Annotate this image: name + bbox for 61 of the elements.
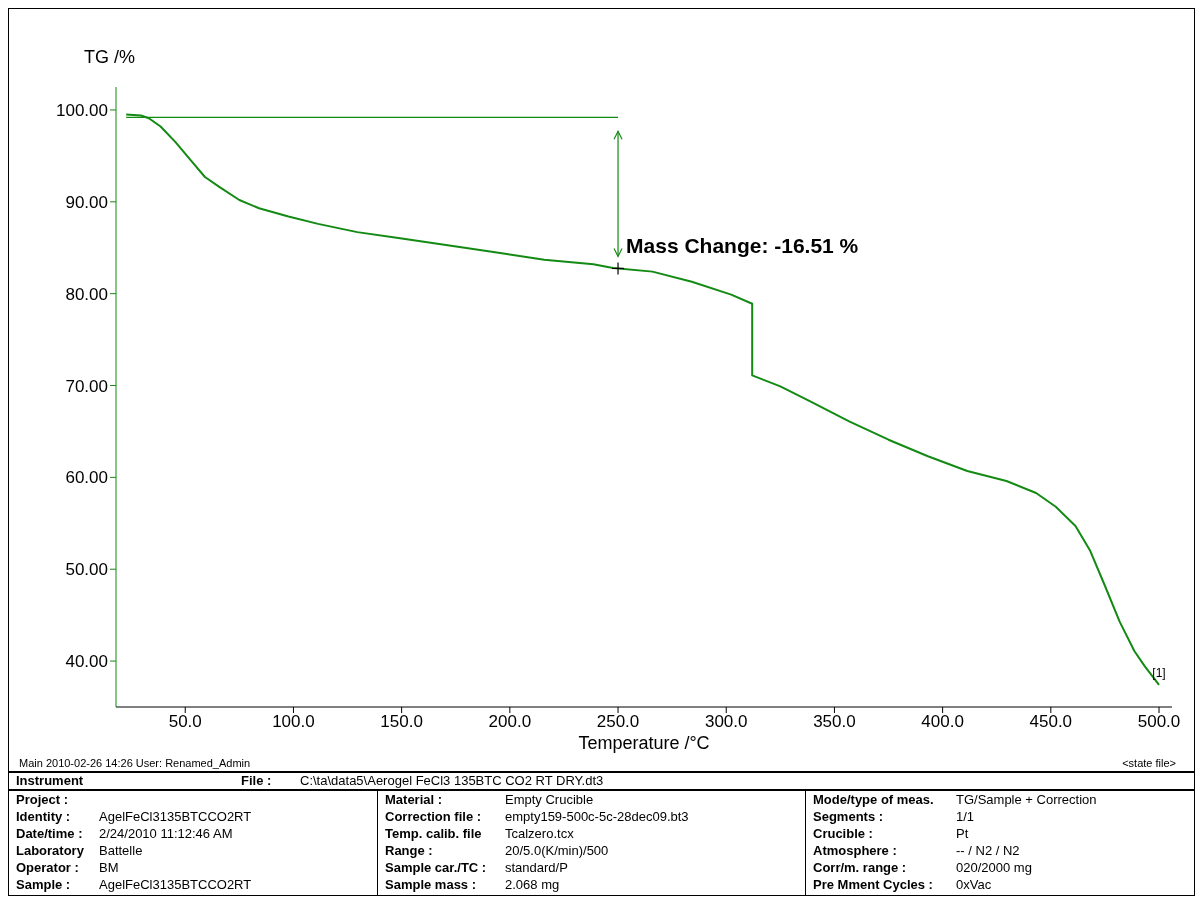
text: Pt <box>956 826 969 841</box>
text: C:\ta\data5\Aerogel FeCl3 135BTC CO2 RT DRY.dt3 <box>300 773 604 788</box>
y-tick-label: 60.00 <box>65 468 108 488</box>
y-tick-label: 50.00 <box>65 560 108 580</box>
text: <state file> <box>1122 757 1176 769</box>
text: Date/time : <box>16 826 83 841</box>
x-tick-label: 150.0 <box>380 712 423 732</box>
text: 0xVac <box>956 877 992 892</box>
text: File : <box>241 773 272 788</box>
text: Range : <box>385 843 433 858</box>
text: 1/1 <box>956 809 975 824</box>
x-tick-label: 300.0 <box>704 712 748 732</box>
text: Mode/type of meas. <box>813 792 934 807</box>
annotation: [1] <box>1152 665 1166 680</box>
x-tick-label: 350.0 <box>813 712 856 732</box>
text: Temp. calib. file <box>385 826 482 841</box>
x-tick-label: 100.0 <box>272 712 315 732</box>
text: Battelle <box>99 843 143 858</box>
text: 020/2000 mg <box>956 860 1032 875</box>
text: Tcalzero.tcx <box>505 826 574 841</box>
text: Correction file : <box>385 809 482 824</box>
text: Sample mass : <box>385 877 477 892</box>
y-tick-label: 70.00 <box>65 376 108 396</box>
x-axis-title: Temperature /°C <box>578 733 710 753</box>
text: Laboratory <box>16 843 84 858</box>
y-axis-title: TG /% <box>84 47 136 68</box>
text: 20/5.0(K/min)/500 <box>505 843 609 858</box>
y-tick-label: 80.00 <box>65 284 108 304</box>
text: BM <box>99 860 119 875</box>
text: Empty Crucible <box>505 792 594 807</box>
text: Instrument <box>16 773 84 788</box>
text: Operator : <box>16 860 79 875</box>
x-tick-label: 500.0 <box>1137 712 1181 732</box>
text: Crucible : <box>813 826 873 841</box>
x-tick-label: 400.0 <box>921 712 964 732</box>
text: 2/24/2010 11:12:46 AM <box>99 826 233 841</box>
text: -- / N2 / N2 <box>956 843 1020 858</box>
x-tick-label: 450.0 <box>1029 712 1073 732</box>
text: Sample car./TC : <box>385 860 487 875</box>
text: standard/P <box>505 860 568 875</box>
text: AgelFeCl3135BTCCO2RT <box>99 877 252 892</box>
x-tick-label: 200.0 <box>488 712 532 732</box>
text: Sample : <box>16 877 71 892</box>
annotation: Mass Change: -16.51 % <box>626 233 859 257</box>
text: Identity : <box>16 809 71 824</box>
y-tick-label: 40.00 <box>65 652 108 672</box>
text: AgelFeCl3135BTCCO2RT <box>99 809 252 824</box>
text: Material : <box>385 792 443 807</box>
y-tick-label: 90.00 <box>65 192 108 212</box>
text: Project : <box>16 792 69 807</box>
text: Pre Mment Cycles : <box>813 877 933 892</box>
x-tick-label: 250.0 <box>596 712 640 732</box>
text: 2.068 mg <box>505 877 560 892</box>
text: Corr/m. range : <box>813 860 907 875</box>
text: empty159-500c-5c-28dec09.bt3 <box>505 809 689 824</box>
x-tick-label: 50.0 <box>168 712 202 732</box>
y-tick-label: 100.00 <box>56 101 108 120</box>
text: Segments : <box>813 809 884 824</box>
text: TG/Sample + Correction <box>956 792 1097 807</box>
text: Atmosphere : <box>813 843 897 858</box>
text: Main 2010-02-26 14:26 User: Renamed_Admin <box>19 757 251 769</box>
